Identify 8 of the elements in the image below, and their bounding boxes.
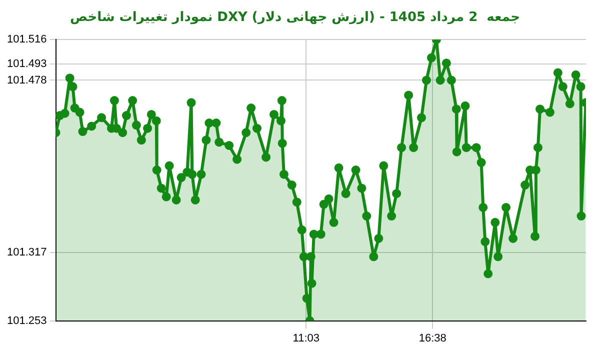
y-tick-label: 101.516 — [6, 34, 47, 46]
y-tick-label: 101.317 — [6, 246, 47, 258]
y-tick-label: 101.478 — [6, 74, 47, 86]
x-tick-label: 16:38 — [418, 332, 446, 344]
y-tick-label: 101.253 — [6, 314, 47, 327]
chart-title: نمودار تغییرات شاخص DXY (ارزش جهانی دلار) - جمعه 2 مرداد 1405 — [70, 10, 520, 26]
y-tick-label: 101.493 — [6, 58, 47, 70]
x-tick-label: 11:03 — [292, 332, 320, 344]
